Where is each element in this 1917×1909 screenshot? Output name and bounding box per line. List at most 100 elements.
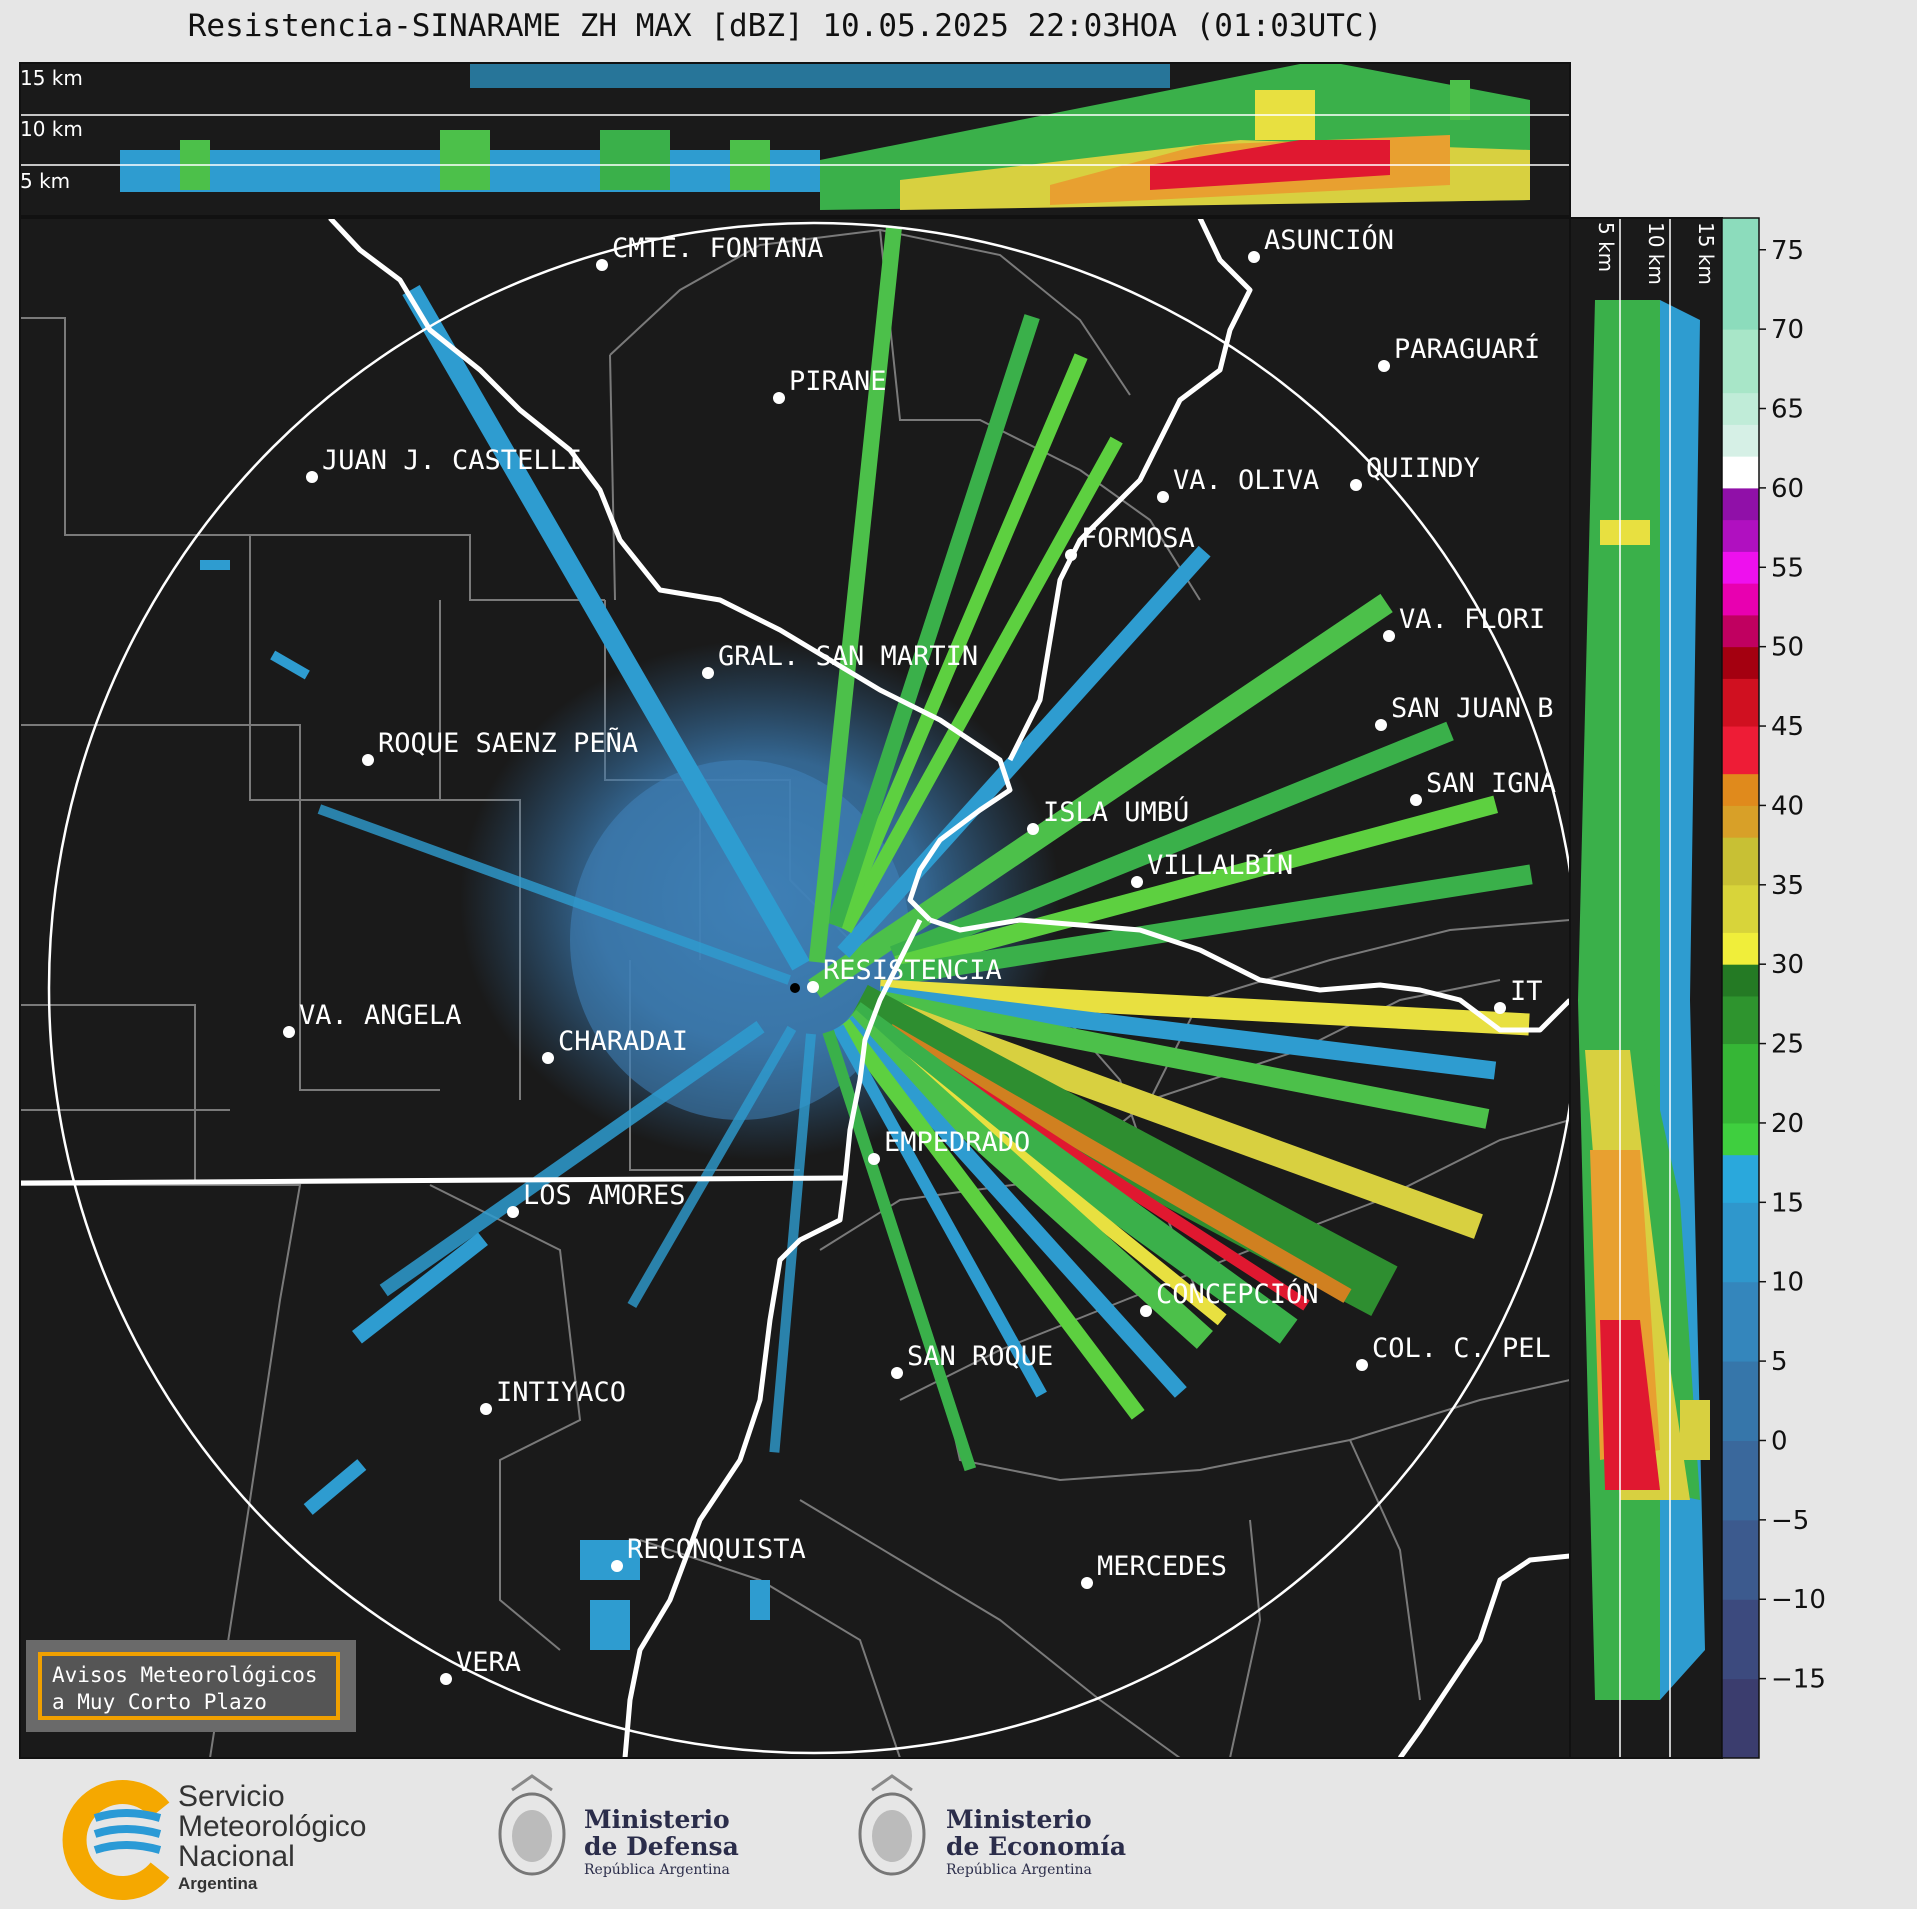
colorbar-band [1722, 424, 1759, 457]
city-label: GRAL. SAN MARTIN [718, 641, 978, 672]
colorbar-band [1722, 614, 1759, 648]
city-marker [891, 1367, 903, 1379]
beam [840, 1009, 1213, 1349]
colorbar-tick-label: 65 [1771, 395, 1804, 425]
city-marker [1248, 251, 1260, 263]
colorbar-tick-label: 0 [1771, 1426, 1788, 1456]
beam [826, 314, 1040, 928]
colorbar-tick-label: 10 [1771, 1268, 1804, 1298]
city-label: FORMOSA [1081, 523, 1195, 554]
colorbar-band [1722, 1281, 1759, 1362]
colorbar-tick-label: 55 [1771, 553, 1804, 583]
city-label: VA. ANGELA [299, 1000, 462, 1031]
city-marker [480, 1403, 492, 1415]
colorbar-band [1722, 646, 1759, 679]
city-label: INTIYACO [496, 1377, 626, 1408]
colorbar-band [1722, 1122, 1759, 1156]
colorbar-band [1722, 1202, 1759, 1283]
city-label: CMTE. FONTANA [612, 233, 823, 264]
city-label: VA. OLIVA [1173, 465, 1319, 496]
city-marker [773, 392, 785, 404]
smn-logo [62, 1780, 170, 1900]
colorbar-tick-label: −5 [1771, 1506, 1809, 1536]
colorbar-tick-label: 45 [1771, 712, 1804, 742]
colorbar-tick-label: −15 [1771, 1665, 1826, 1695]
radar-beams [317, 225, 1533, 1472]
city-label: ROQUE SAENZ PEÑA [378, 727, 638, 759]
scattered-echoes [200, 560, 770, 1650]
colorbar-band [1722, 487, 1759, 521]
beam [876, 990, 1490, 1129]
city-marker [1350, 479, 1362, 491]
economia-line-3: República Argentina [946, 1862, 1092, 1878]
city-marker [507, 1206, 519, 1218]
defensa-seal [498, 1774, 566, 1876]
city-label: ASUNCIÓN [1264, 224, 1394, 256]
city-marker [611, 1560, 623, 1572]
smn-line-2: Meteorológico [178, 1810, 367, 1843]
beam [832, 353, 1088, 930]
city-label: CHARADAI [558, 1026, 688, 1057]
city-label: SAN IGNA [1426, 768, 1556, 799]
rivers-borders [20, 218, 1570, 1758]
city-marker [1081, 1577, 1093, 1589]
colorbar-band [1722, 773, 1759, 806]
top-height-label-10km: 10 km [20, 117, 83, 141]
city-label: RECONQUISTA [627, 1534, 806, 1565]
colorbar-band [1722, 995, 1759, 1045]
city-marker [1140, 1305, 1152, 1317]
city-label: PIRANE [789, 366, 887, 397]
colorbar-frame [1721, 217, 1760, 1759]
colorbar-tick-label: 25 [1771, 1030, 1804, 1060]
city-label: VA. FLORI [1399, 604, 1545, 635]
colorbar-tick-label: 30 [1771, 950, 1804, 980]
defensa-logo-text: Ministerio de Defensa República Argentin… [584, 1806, 739, 1880]
city-label: COL. C. PEL [1372, 1333, 1551, 1364]
colorbar-band [1722, 519, 1759, 552]
colorbar-band [1722, 964, 1759, 997]
colorbar-band [1722, 1599, 1759, 1680]
city-marker [596, 259, 608, 271]
city-marker [1375, 719, 1387, 731]
beam [769, 1033, 816, 1453]
city-marker [283, 1026, 295, 1038]
city-marker [1157, 491, 1169, 503]
city-label: EMPEDRADO [884, 1127, 1030, 1158]
colorbar-band [1722, 932, 1759, 965]
city-marker [702, 667, 714, 679]
colorbar-band [1722, 1519, 1759, 1600]
city-label: ISLA UMBÚ [1043, 796, 1189, 828]
city-label: SAN ROQUE [907, 1341, 1053, 1372]
beam [840, 1015, 1187, 1398]
colorbar-band [1722, 805, 1759, 838]
smn-line-3: Nacional [178, 1840, 295, 1873]
top-profile-frame [19, 62, 1571, 217]
beam [884, 1024, 1352, 1303]
beam [808, 593, 1393, 998]
city-markers: CMTE. FONTANA ASUNCIÓN PARAGUARÍ PIRANE JUAN… [283, 224, 1556, 1685]
beam [832, 1024, 1047, 1398]
city-label: RESISTENCIA [823, 955, 1002, 986]
colorbar-tick-label: 5 [1771, 1347, 1788, 1377]
city-label: IT [1510, 976, 1543, 1007]
beam [878, 986, 1497, 1080]
economia-line-2: de Economía [946, 1832, 1127, 1861]
colorbar-tick-label: 15 [1771, 1188, 1804, 1218]
side-height-label-15km: 15 km [1694, 222, 1718, 285]
colorbar-tick-label: 75 [1771, 236, 1804, 266]
city-label: VERA [456, 1647, 521, 1678]
radar-site [790, 983, 800, 993]
colorbar-band [1722, 551, 1759, 584]
colorbar-band [1722, 1678, 1759, 1759]
map-layer: CMTE. FONTANA ASUNCIÓN PARAGUARÍ PIRANE JUAN… [20, 218, 1570, 1758]
colorbar-band [1722, 1361, 1759, 1441]
city-marker [807, 981, 819, 993]
beam [842, 1002, 1298, 1344]
warning-notice: Avisos Meteorológicos a Muy Corto Plazo [38, 1652, 340, 1720]
beam [402, 284, 810, 971]
colorbar-tick-label: 70 [1771, 315, 1804, 345]
colorbar-band [1722, 837, 1759, 886]
colorbar-tick-label: 60 [1771, 474, 1804, 504]
